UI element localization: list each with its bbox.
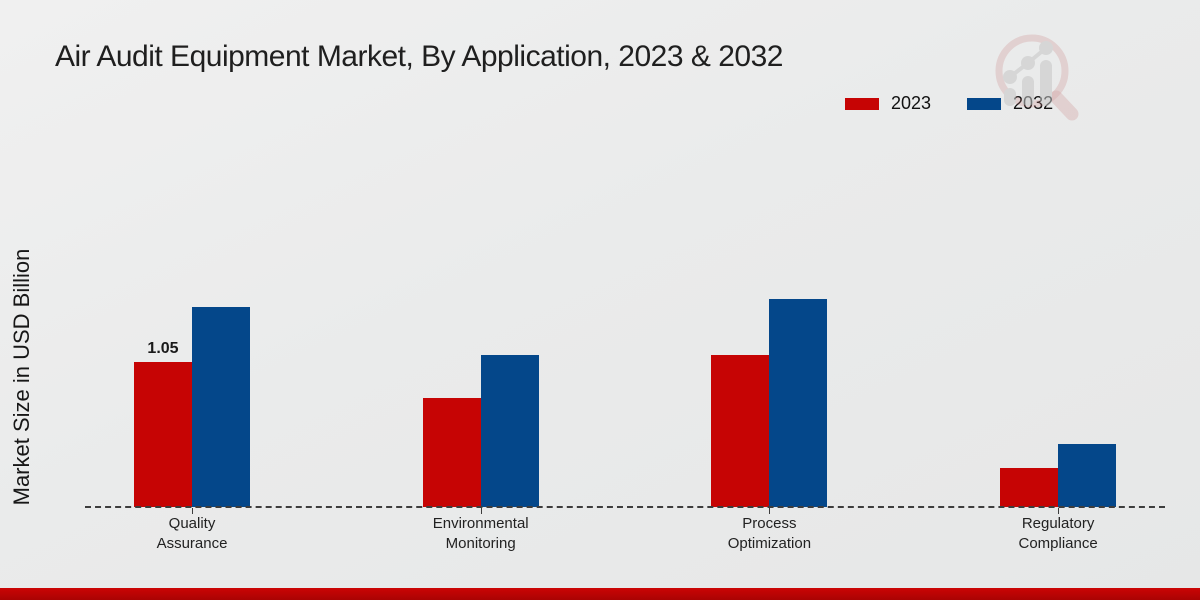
magnifier-bar-chart-logo-icon: [995, 34, 1079, 121]
x-axis-tick: [1058, 508, 1060, 514]
bar-2023-category-2[interactable]: [711, 355, 770, 507]
legend-swatch-2023-icon: [845, 97, 879, 110]
category-label: Environmental Monitoring: [432, 515, 529, 552]
category-label: Process Optimization: [727, 515, 812, 552]
bar-2032-category-3[interactable]: [1058, 444, 1117, 507]
bar-value-label: 1.05: [147, 340, 179, 357]
chart-title: Air Audit Equipment Market, By Applicati…: [55, 40, 783, 73]
x-axis-tick: [192, 508, 193, 514]
legend-label-2023: 2023: [891, 93, 932, 113]
bar-2032-category-1[interactable]: [480, 355, 539, 507]
bottom-accent-bar: [0, 588, 1200, 600]
bar-2023-category-0[interactable]: [134, 362, 192, 507]
legend-entry-2023[interactable]: 2023: [845, 93, 931, 114]
bar-2032-category-2[interactable]: [769, 299, 828, 507]
y-axis-label: Market Size in USD Billion: [9, 248, 34, 506]
x-axis-tick: [769, 508, 771, 514]
category-label: Quality Assurance: [156, 515, 228, 552]
x-axis-tick: [480, 508, 482, 514]
bar-2023-category-1[interactable]: [422, 398, 481, 507]
bar-2032-category-0[interactable]: [192, 307, 250, 507]
category-label: Regulatory Compliance: [1018, 515, 1098, 552]
bar-2023-category-3[interactable]: [1000, 468, 1059, 507]
x-axis-line: [85, 506, 1165, 508]
legend-swatch-2032-icon: [967, 97, 1002, 110]
